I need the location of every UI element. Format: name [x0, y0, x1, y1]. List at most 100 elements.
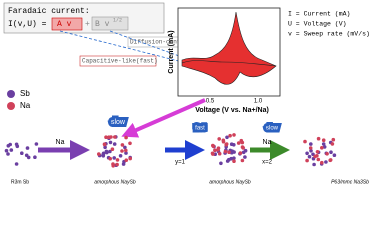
atom — [239, 138, 244, 143]
atom — [241, 150, 246, 155]
atom — [118, 154, 123, 158]
atom — [128, 141, 132, 146]
atom — [236, 141, 241, 145]
diffusion-label: Diffusion-controlled(slow) — [130, 39, 224, 46]
atom — [115, 162, 119, 167]
atom — [110, 147, 115, 151]
atom — [120, 149, 124, 153]
atom — [229, 142, 234, 146]
atom — [232, 159, 236, 163]
atom — [308, 146, 313, 150]
atom — [108, 156, 112, 161]
atom — [109, 135, 113, 139]
definition: v = Sweep rate (mV/s) — [288, 31, 370, 38]
atom — [4, 148, 9, 153]
atom — [6, 144, 11, 148]
cv-baseline — [181, 60, 277, 67]
atom — [240, 145, 245, 149]
phase-label: amorphous NaySb — [94, 179, 136, 185]
atom — [312, 162, 316, 167]
formula-title: Faradaic current: — [8, 7, 90, 16]
atom — [14, 162, 19, 166]
atom — [316, 157, 321, 162]
atom — [329, 150, 333, 154]
atom — [113, 135, 117, 139]
atom — [330, 142, 335, 146]
atom — [210, 151, 215, 156]
arrow-sublabel: x=2 — [262, 160, 273, 166]
atom — [307, 154, 312, 159]
atom — [331, 137, 336, 142]
atom — [101, 151, 106, 156]
y-axis-label: Current (mA) — [168, 30, 175, 73]
formula-lhs: I(v,U) = — [8, 20, 47, 29]
capacitive-label: Capacitive-like(fast) — [82, 58, 158, 65]
arrow-label: slow — [266, 126, 279, 132]
atom — [217, 137, 221, 141]
atom — [108, 149, 112, 154]
atom — [315, 154, 319, 158]
atom — [325, 152, 329, 156]
atom — [332, 153, 337, 157]
atom — [322, 145, 327, 149]
diffusive-term-box — [91, 16, 129, 31]
atom — [104, 149, 109, 154]
atom — [124, 148, 128, 153]
atom — [124, 135, 128, 140]
atom — [33, 155, 37, 159]
atom — [223, 149, 228, 154]
legend-na-dot — [7, 102, 15, 110]
atom — [305, 158, 309, 163]
atom — [240, 158, 245, 163]
atom — [14, 142, 19, 147]
formula-box — [3, 2, 165, 34]
phase-label: amorphous NaySb — [209, 179, 251, 185]
capacitive-term-box — [51, 17, 83, 31]
atom — [243, 155, 247, 159]
atom — [213, 148, 217, 152]
atom — [34, 142, 39, 146]
capacitive-term: A v — [57, 20, 72, 29]
diffusive-term: B v — [95, 20, 110, 29]
x-tick-label: 0.5 — [206, 99, 215, 105]
atom — [225, 135, 229, 140]
atom — [303, 139, 307, 144]
atom — [20, 151, 24, 155]
atom — [224, 142, 229, 146]
atom — [321, 142, 326, 146]
atom — [124, 151, 128, 155]
atom — [6, 152, 10, 156]
atom — [309, 149, 313, 153]
atom — [25, 146, 30, 150]
atom — [111, 164, 115, 168]
atom — [227, 157, 231, 162]
atom — [305, 151, 309, 156]
atom — [328, 158, 333, 163]
atom — [112, 142, 117, 146]
atom — [320, 146, 324, 150]
page: Faradaic current: I(v,U) = A v + B v 1/2… — [3, 2, 370, 186]
atom — [115, 158, 120, 162]
arrow-sublabel: y=1 — [175, 160, 186, 166]
atom — [123, 145, 127, 150]
x-tick-label: 1.0 — [254, 99, 263, 105]
legend-sb-dot — [7, 90, 15, 98]
link-line — [59, 30, 223, 73]
atom — [104, 135, 108, 139]
atom — [9, 148, 14, 152]
atom — [238, 151, 243, 155]
definition: U = Voltage (V) — [288, 21, 347, 28]
atom — [324, 160, 328, 164]
legend-label: Na — [20, 101, 31, 110]
atom — [227, 150, 231, 154]
arrow-label: fast — [195, 126, 205, 132]
atom — [112, 156, 116, 160]
atom — [217, 151, 222, 156]
atom — [309, 142, 313, 146]
exponent: 1/2 — [113, 17, 122, 23]
capacitive-box — [79, 55, 157, 67]
figure: Faradaic current: I(v,U) = A v + B v 1/2… — [3, 2, 370, 185]
phase-label: P63/mmc Na3Sb — [331, 179, 369, 185]
arrow-label: Na — [263, 139, 272, 146]
atom — [219, 161, 223, 166]
